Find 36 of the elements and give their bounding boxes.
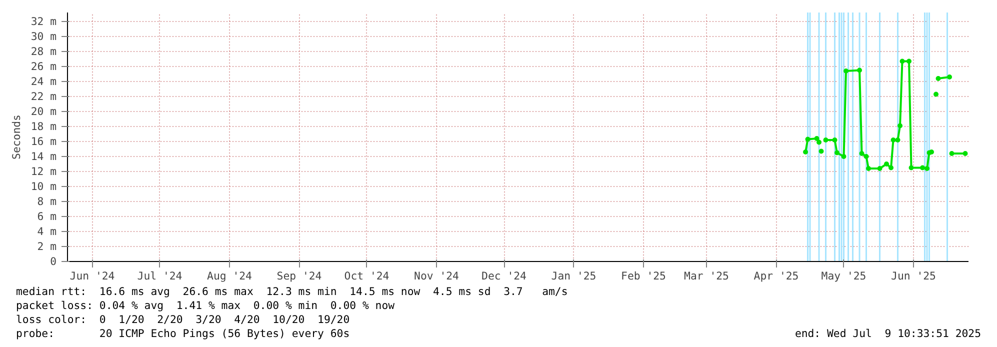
- y-axis-title: Seconds: [10, 114, 23, 160]
- text: loss color: 0 1/20 2/20 3/20 4/20 10/20 19/20: [16, 313, 350, 326]
- x-tick-label: May '25: [821, 270, 866, 282]
- x-tick-label: Apr '25: [754, 270, 799, 282]
- x-tick-label: Feb '25: [621, 270, 666, 282]
- x-tick-label: Jun '25: [891, 270, 936, 282]
- y-tick-label: 28 m: [30, 45, 57, 58]
- text: probe: 20 ICMP Echo Pings (56 Bytes) every 60s: [16, 327, 350, 341]
- y-tick-label: 22 m: [30, 90, 57, 103]
- y-tick-label: 26 m: [30, 60, 57, 73]
- y-tick-label: 24 m: [30, 75, 57, 88]
- y-tick-label: 8 m: [37, 195, 57, 208]
- text: median rtt: 16.6 ms avg 26.6 ms max 12.3 ms min 14.5 ms now 4.5 ms sd 3.7 am/s: [16, 285, 568, 298]
- y-tick-label: 20 m: [30, 105, 57, 118]
- x-tick-label: Jan '25: [551, 270, 596, 282]
- x-tick-label: Mar '25: [684, 270, 729, 282]
- text: end: Wed Jul 9 10:33:51 2025: [794, 327, 981, 341]
- y-tick-label: 18 m: [30, 120, 57, 133]
- x-tick-label: Oct '24: [344, 270, 390, 282]
- x-tick-label: Dec '24: [482, 270, 526, 282]
- y-tick-label: 0: [50, 255, 57, 268]
- y-tick-label: 30 m: [30, 30, 57, 43]
- x-tick-label: Sep '24: [276, 270, 322, 282]
- y-tick-label: 32 m: [30, 15, 57, 28]
- y-tick-label: 16 m: [30, 135, 57, 148]
- x-tick-label: Jun '24: [70, 270, 115, 282]
- x-tick-label: Nov '24: [414, 270, 459, 282]
- y-tick-label: 2 m: [37, 240, 57, 253]
- y-tick-label: 10 m: [30, 180, 57, 193]
- x-tick-label: Aug '24: [207, 270, 252, 282]
- y-tick-label: 14 m: [30, 150, 57, 163]
- y-tick-label: 6 m: [37, 210, 57, 223]
- text: packet loss: 0.04 % avg 1.41 % max 0.00 % min 0.00 % now: [16, 299, 395, 312]
- y-tick-label: 4 m: [37, 225, 57, 238]
- x-tick-label: Jul '24: [137, 270, 182, 282]
- y-tick-label: 12 m: [30, 165, 57, 178]
